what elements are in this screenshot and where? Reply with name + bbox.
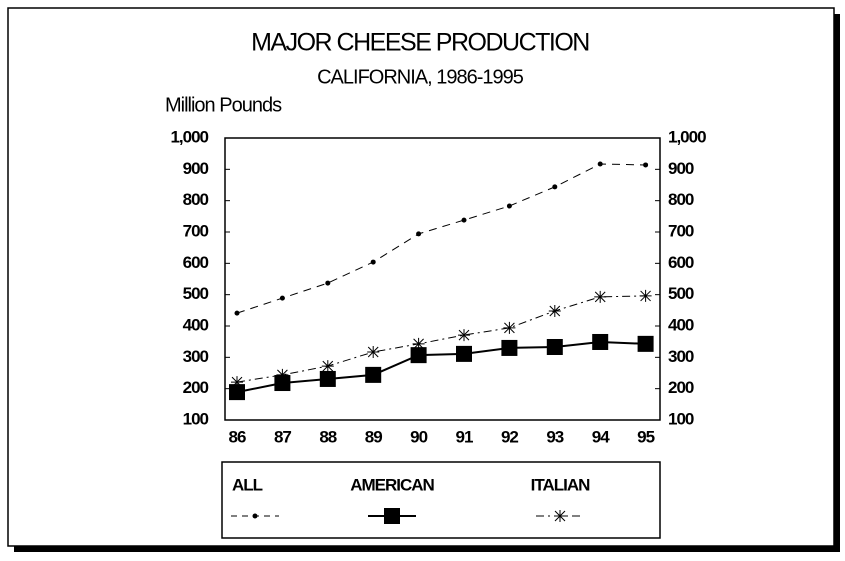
y2-tick-label: 300 <box>668 347 694 366</box>
marker <box>456 345 472 362</box>
y-tick-label: 200 <box>183 378 209 397</box>
x-tick-label: 92 <box>501 427 518 446</box>
marker <box>365 366 382 383</box>
marker <box>597 161 603 167</box>
marker <box>319 370 336 387</box>
x-tick-label: 94 <box>592 427 610 446</box>
marker <box>229 384 245 401</box>
marker <box>325 280 331 286</box>
marker <box>416 231 422 237</box>
marker <box>276 368 289 381</box>
y2-tick-label: 400 <box>668 315 694 334</box>
legend-label: ALL <box>232 475 263 494</box>
y-tick-label: 800 <box>183 190 209 209</box>
marker <box>639 289 652 302</box>
series-line <box>236 295 646 383</box>
y2-tick-label: 1,000 <box>668 127 706 146</box>
y2-tick-label: 600 <box>668 253 694 272</box>
y2-tick-label: 100 <box>668 409 694 428</box>
legend-marker <box>554 510 566 522</box>
legend-label: AMERICAN <box>350 475 434 494</box>
y-tick-label: 1,000 <box>170 127 208 146</box>
x-tick-label: 90 <box>410 427 427 446</box>
marker <box>548 304 561 317</box>
marker <box>506 203 512 209</box>
x-tick-label: 89 <box>365 427 382 446</box>
x-tick-label: 88 <box>319 427 336 446</box>
y-tick-label: 500 <box>183 284 209 303</box>
y2-tick-label: 500 <box>668 284 694 303</box>
marker <box>461 217 467 223</box>
y2-tick-label: 200 <box>668 378 694 397</box>
frame-shadow <box>14 546 840 552</box>
series-line <box>236 340 646 394</box>
legend-marker <box>384 508 400 524</box>
marker <box>503 321 516 334</box>
legend-marker <box>252 513 258 519</box>
marker <box>592 333 609 350</box>
series-line <box>236 163 646 314</box>
y-tick-label: 100 <box>183 409 209 428</box>
y2-tick-label: 900 <box>668 159 694 178</box>
marker <box>643 162 649 168</box>
legend-label: ITALIAN <box>531 475 591 494</box>
y-tick-label: 900 <box>183 159 209 178</box>
marker <box>546 338 563 355</box>
marker <box>234 310 240 316</box>
plot-area <box>224 137 661 421</box>
marker <box>367 346 380 359</box>
y-tick-label: 700 <box>183 221 209 240</box>
x-tick-label: 95 <box>637 427 654 446</box>
x-tick-label: 91 <box>456 427 473 446</box>
x-tick-label: 93 <box>546 427 563 446</box>
marker <box>501 339 518 356</box>
y-axis-label: Million Pounds <box>165 94 282 116</box>
x-tick-label: 87 <box>274 427 291 446</box>
marker <box>412 337 425 350</box>
y-tick-label: 600 <box>183 253 209 272</box>
y2-tick-label: 800 <box>668 190 694 209</box>
frame-shadow <box>834 14 840 552</box>
legend-box <box>221 461 661 539</box>
marker <box>370 259 376 265</box>
frame <box>7 7 835 547</box>
chart-title: MAJOR CHEESE PRODUCTION <box>251 29 589 57</box>
marker <box>231 376 243 389</box>
marker <box>410 347 427 364</box>
chart-subtitle: CALIFORNIA, 1986-1995 <box>317 66 524 88</box>
y-tick-label: 300 <box>183 347 209 366</box>
y-tick-label: 400 <box>183 315 209 334</box>
marker <box>637 335 654 352</box>
marker <box>552 184 558 190</box>
marker <box>321 360 334 373</box>
marker <box>279 295 285 301</box>
marker <box>458 329 470 342</box>
marker <box>594 290 607 303</box>
y2-tick-label: 700 <box>668 221 694 240</box>
x-tick-label: 86 <box>229 427 246 446</box>
